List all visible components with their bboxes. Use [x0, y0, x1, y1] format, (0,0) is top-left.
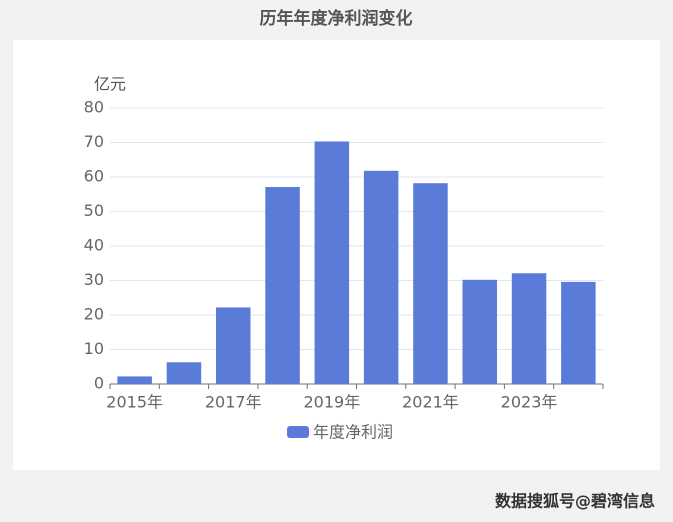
y-tick-label: 20 [84, 305, 104, 324]
y-tick-label: 80 [84, 98, 104, 117]
y-tick-label: 0 [94, 374, 104, 393]
bar [413, 183, 448, 384]
bar [511, 273, 547, 384]
x-tick-label: 2023年 [501, 393, 558, 412]
x-tick-label: 2017年 [205, 393, 262, 412]
bar [363, 170, 399, 384]
x-tick-label: 2015年 [106, 393, 163, 412]
x-tick-label: 2019年 [303, 393, 360, 412]
bar [166, 362, 202, 384]
chart-title: 历年年度净利润变化 [260, 8, 413, 29]
legend-swatch [287, 426, 309, 438]
bar [265, 187, 300, 384]
y-tick-label: 50 [84, 201, 104, 220]
y-tick-label: 40 [84, 236, 104, 255]
bar [462, 279, 498, 384]
legend-label: 年度净利润 [313, 423, 393, 442]
bar [215, 307, 251, 384]
y-tick-label: 60 [84, 167, 104, 186]
source: 数据搜狐号@碧湾信息 [495, 492, 655, 511]
y-axis-label: 亿元 [94, 75, 126, 94]
bar [561, 281, 596, 384]
y-tick-label: 30 [84, 270, 104, 289]
x-tick-label: 2021年 [402, 393, 459, 412]
bar [117, 376, 152, 384]
y-tick-label: 10 [84, 339, 104, 358]
bar [314, 141, 350, 384]
y-tick-label: 70 [84, 132, 104, 151]
